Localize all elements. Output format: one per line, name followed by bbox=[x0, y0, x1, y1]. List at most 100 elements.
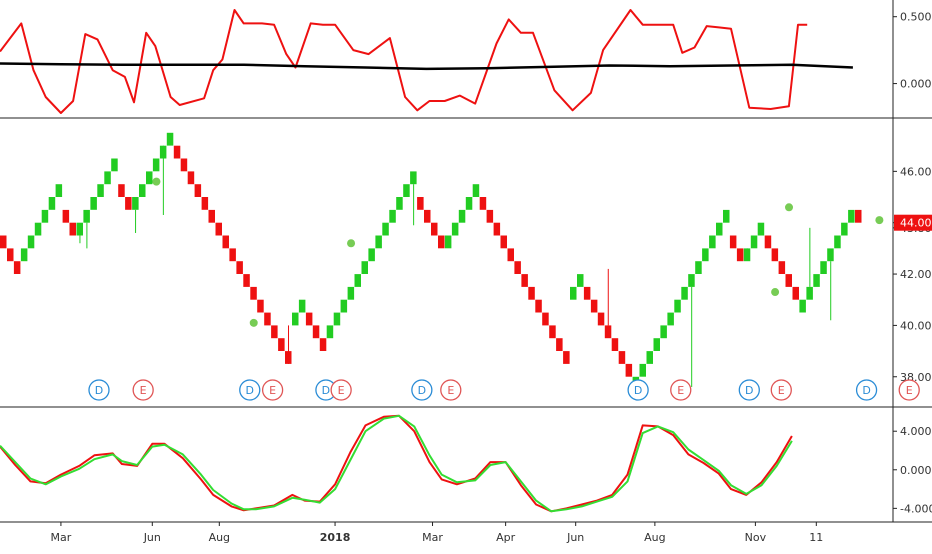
renko-brick bbox=[438, 235, 445, 249]
renko-brick bbox=[166, 132, 174, 146]
x-tick-label: Aug bbox=[644, 531, 665, 544]
renko-brick bbox=[674, 299, 681, 313]
renko-brick bbox=[723, 209, 730, 223]
renko-brick bbox=[799, 299, 806, 313]
renko-brick bbox=[48, 197, 56, 210]
renko-brick bbox=[271, 325, 278, 339]
renko-brick bbox=[667, 312, 674, 326]
renko-brick bbox=[208, 209, 215, 223]
renko-brick bbox=[695, 261, 702, 274]
renko-brick bbox=[264, 312, 271, 326]
renko-brick bbox=[222, 235, 229, 249]
last-price-tag bbox=[894, 214, 932, 231]
series-line-slow bbox=[0, 62, 853, 71]
renko-brick bbox=[375, 235, 382, 249]
renko-brick bbox=[806, 286, 813, 300]
signal-dot bbox=[152, 177, 161, 186]
renko-brick bbox=[41, 209, 49, 223]
renko-brick bbox=[319, 338, 327, 351]
renko-brick bbox=[152, 158, 160, 172]
renko-brick bbox=[396, 197, 403, 210]
event-badge-label: E bbox=[778, 384, 785, 397]
renko-brick bbox=[354, 274, 361, 287]
renko-brick bbox=[771, 248, 779, 262]
event-badge bbox=[627, 379, 649, 401]
renko-brick bbox=[326, 325, 334, 339]
renko-brick bbox=[215, 222, 222, 236]
renko-brick bbox=[90, 197, 97, 210]
renko-brick bbox=[201, 197, 209, 210]
signal-dot bbox=[875, 216, 884, 225]
renko-brick bbox=[604, 325, 612, 339]
x-tick-label: 2018 bbox=[320, 531, 351, 544]
renko-brick bbox=[257, 299, 264, 313]
event-badge-label: E bbox=[906, 384, 913, 397]
renko-brick bbox=[750, 235, 758, 249]
renko-brick bbox=[55, 184, 63, 197]
renko-brick bbox=[7, 248, 14, 262]
renko-brick bbox=[278, 338, 285, 351]
renko-brick bbox=[785, 274, 792, 287]
x-tick-label: 11 bbox=[809, 531, 823, 544]
renko-brick bbox=[549, 325, 556, 339]
event-badge bbox=[261, 379, 284, 401]
renko-brick bbox=[382, 222, 389, 236]
renko-brick bbox=[709, 235, 716, 249]
renko-brick bbox=[834, 235, 841, 249]
renko-brick bbox=[653, 338, 660, 351]
x-tick-label: Mar bbox=[51, 531, 72, 544]
renko-brick bbox=[13, 261, 21, 274]
renko-brick bbox=[625, 363, 633, 377]
renko-brick bbox=[298, 299, 306, 313]
renko-brick bbox=[173, 145, 181, 159]
renko-brick bbox=[333, 312, 341, 326]
renko-brick bbox=[111, 158, 118, 172]
renko-brick bbox=[305, 312, 313, 326]
renko-brick bbox=[500, 235, 507, 249]
renko-brick bbox=[62, 209, 70, 223]
renko-brick bbox=[778, 261, 786, 274]
event-badge-label: E bbox=[140, 384, 147, 397]
renko-brick bbox=[639, 363, 646, 377]
renko-brick bbox=[229, 248, 236, 262]
renko-brick bbox=[514, 261, 521, 274]
event-badge-label: D bbox=[862, 384, 870, 397]
renko-brick bbox=[180, 158, 188, 172]
y-tick-label: 40.00 bbox=[900, 319, 932, 332]
last-price-label: 44.00 bbox=[900, 217, 932, 230]
renko-brick bbox=[716, 222, 723, 236]
event-badge bbox=[670, 379, 692, 401]
renko-brick bbox=[507, 248, 514, 262]
event-badge bbox=[440, 379, 462, 401]
event-badge-label: E bbox=[447, 384, 454, 397]
renko-brick bbox=[729, 235, 737, 249]
renko-brick bbox=[104, 171, 111, 185]
x-tick-label: Apr bbox=[496, 531, 516, 544]
renko-brick bbox=[347, 286, 355, 300]
renko-brick bbox=[444, 235, 452, 249]
renko-brick bbox=[583, 286, 591, 300]
renko-brick bbox=[827, 248, 834, 262]
renko-brick bbox=[403, 184, 410, 197]
renko-brick bbox=[187, 171, 195, 185]
x-tick-label: Jun bbox=[143, 531, 161, 544]
event-badge bbox=[411, 379, 433, 401]
signal-dot bbox=[249, 318, 258, 327]
signal-dot bbox=[771, 288, 780, 297]
renko-brick bbox=[118, 184, 125, 197]
renko-brick bbox=[702, 248, 709, 262]
event-badge bbox=[330, 379, 352, 401]
event-badge-label: E bbox=[677, 384, 684, 397]
renko-brick bbox=[521, 274, 528, 287]
series-line-fast bbox=[0, 9, 808, 114]
event-badge bbox=[770, 379, 792, 401]
event-badge-label: D bbox=[246, 384, 254, 397]
renko-brick bbox=[479, 197, 487, 210]
event-badge-label: D bbox=[745, 384, 753, 397]
renko-brick bbox=[472, 184, 480, 197]
renko-brick bbox=[146, 171, 153, 185]
renko-brick bbox=[855, 209, 862, 223]
renko-brick bbox=[570, 286, 577, 300]
